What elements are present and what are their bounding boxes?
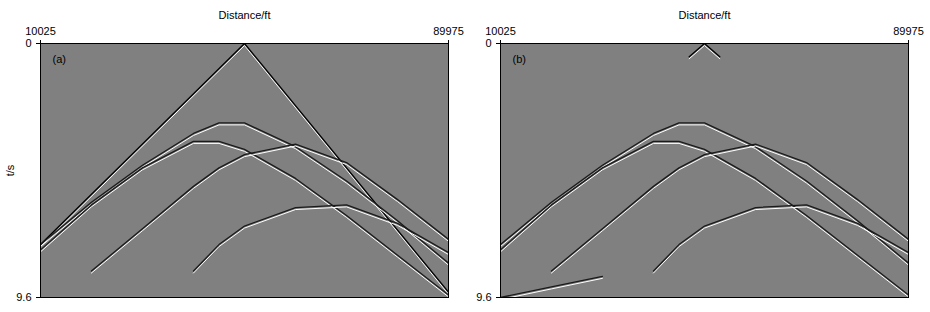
svg-text:9.6: 9.6 <box>16 291 31 303</box>
svg-text:Distance/ft: Distance/ft <box>219 9 271 21</box>
svg-text:(a): (a) <box>53 53 66 65</box>
svg-text:0: 0 <box>25 37 31 49</box>
svg-text:10025: 10025 <box>25 25 56 37</box>
svg-text:t/s: t/s <box>4 164 16 176</box>
svg-text:Distance/ft: Distance/ft <box>679 9 731 21</box>
svg-text:9.6: 9.6 <box>476 291 491 303</box>
svg-text:(b): (b) <box>513 53 526 65</box>
svg-text:0: 0 <box>485 37 491 49</box>
svg-text:89975: 89975 <box>433 25 464 37</box>
svg-text:10025: 10025 <box>485 25 516 37</box>
svg-text:89975: 89975 <box>893 25 924 37</box>
